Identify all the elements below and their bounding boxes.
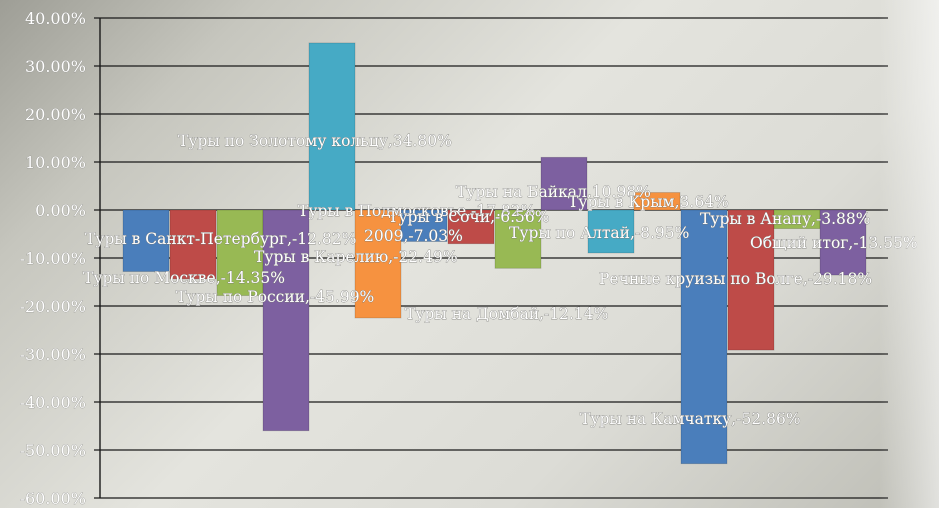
bar — [447, 209, 495, 245]
y-tick-label: -10.00% — [20, 249, 86, 268]
bar — [216, 209, 264, 296]
data-label: Туры в Крым,3.64% — [568, 193, 729, 211]
data-label: Туры по Алтай,-8.95% — [509, 224, 689, 242]
data-label: Туры на Байкал,10.98% — [456, 183, 651, 201]
data-label: Туры по Золотому кольцу,34.80% — [178, 132, 452, 150]
y-tick-label: -50.00% — [20, 441, 86, 460]
data-label: Туры в Сочи,-6.56% — [388, 208, 549, 226]
bar — [169, 209, 217, 280]
bar — [727, 209, 775, 351]
y-tick-label: 30.00% — [25, 57, 86, 76]
bar — [540, 156, 588, 211]
y-tick-label: -20.00% — [20, 297, 86, 316]
data-labels: Туры в Санкт-Петербург,-12.82% Туры по Мо… — [83, 132, 918, 429]
bar — [819, 209, 867, 276]
y-tick-label: 20.00% — [25, 105, 86, 124]
data-label: 2009,-7.03% — [364, 227, 463, 245]
data-label: Туры в Анапу,-3.88% — [700, 210, 870, 228]
data-label: Туры на Камчатку,-52.86% — [580, 410, 801, 428]
bar — [122, 209, 170, 272]
bar — [633, 192, 681, 211]
data-label: Туры в Санкт-Петербург,-12.82% — [85, 230, 356, 248]
bar — [494, 209, 542, 269]
bar — [308, 42, 356, 211]
bar — [354, 209, 402, 319]
y-tick-label: 0.00% — [35, 201, 86, 220]
y-tick-label: -40.00% — [20, 393, 86, 412]
data-label: Туры по Москве,-14.35% — [83, 269, 285, 287]
data-label: Туры в Карелию,-22.49% — [254, 248, 458, 266]
data-label: Туры в Подмосковье,-17.82% — [298, 202, 535, 220]
data-label: Туры на Домбай,-12.14% — [405, 305, 608, 323]
y-tick-label: -60.00% — [20, 489, 86, 508]
data-label: Общий итог,-13.55% — [750, 234, 918, 252]
data-label: Речные круизы по Волге,-29.18% — [599, 270, 872, 288]
bar — [262, 209, 310, 432]
y-tick-label: 10.00% — [25, 153, 86, 172]
bar — [680, 209, 728, 465]
bar — [400, 209, 448, 242]
bars — [122, 42, 867, 465]
y-axis-tick-labels: 40.00% 30.00% 20.00% 10.00% 0.00% -10.00% -20.… — [19, 9, 86, 508]
y-tick-label: 40.00% — [25, 9, 86, 28]
bar — [587, 209, 635, 254]
y-tick-label: -30.00% — [20, 345, 86, 364]
data-label: Туры по России,-45.99% — [176, 288, 374, 306]
